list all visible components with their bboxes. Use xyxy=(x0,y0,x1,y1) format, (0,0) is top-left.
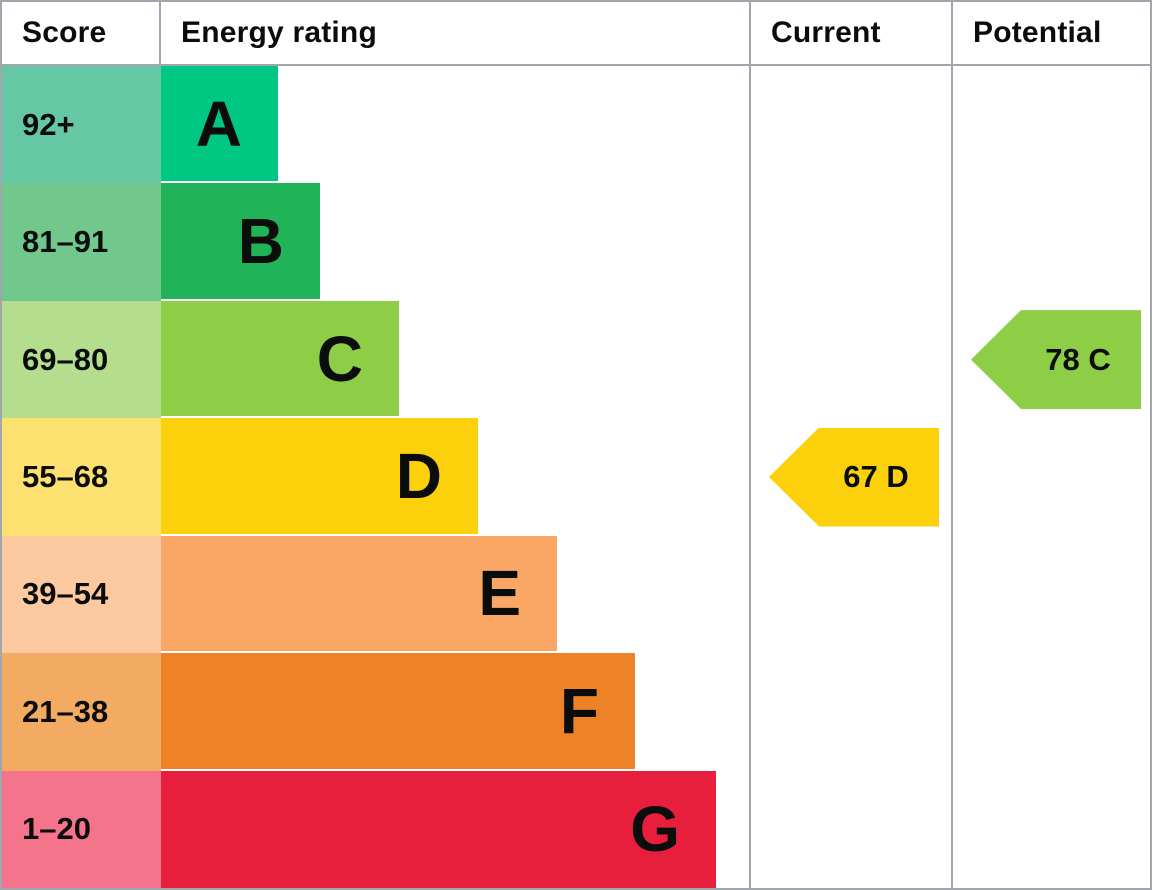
current-header-label: Current xyxy=(771,16,881,49)
potential-header-label: Potential xyxy=(973,16,1102,49)
score-range-f: 21–38 xyxy=(2,653,161,771)
band-bar-c: C xyxy=(161,300,399,417)
band-row-f: 21–38 F xyxy=(2,653,749,771)
header-row: Score Energy rating Current Potential xyxy=(2,2,1150,66)
score-column-header: Score xyxy=(2,2,161,64)
energy-bands: 92+ A 81–91 B 69–80 C 55–68 xyxy=(2,66,749,888)
chart-body: 92+ A 81–91 B 69–80 C 55–68 xyxy=(2,66,1150,888)
current-column-header: Current xyxy=(749,2,951,64)
potential-rating-label: 78 C xyxy=(1045,341,1111,377)
band-row-a: 92+ A xyxy=(2,66,749,184)
score-header-label: Score xyxy=(22,16,107,49)
band-row-c: 69–80 C xyxy=(2,300,749,419)
score-range-e: 39–54 xyxy=(2,535,161,654)
band-row-b: 81–91 B xyxy=(2,183,749,301)
band-bar-d: D xyxy=(161,418,478,534)
score-range-d: 55–68 xyxy=(2,418,161,536)
current-rating-arrow: 67 D xyxy=(769,427,939,527)
score-range-b: 81–91 xyxy=(2,183,161,301)
current-column: 67 D xyxy=(749,66,951,888)
energy-rating-header-label: Energy rating xyxy=(181,16,377,49)
band-bar-b: B xyxy=(161,183,320,299)
band-row-g: 1–20 G xyxy=(2,770,749,888)
band-bar-f: F xyxy=(161,653,635,769)
score-range-a: 92+ xyxy=(2,66,161,184)
current-rating-label: 67 D xyxy=(843,459,909,494)
band-row-d: 55–68 D xyxy=(2,418,749,536)
band-bar-g: G xyxy=(161,770,716,888)
potential-column: 78 C xyxy=(951,66,1150,888)
band-bar-a: A xyxy=(161,66,278,182)
energy-rating-column-header: Energy rating xyxy=(161,2,749,64)
score-range-c: 69–80 xyxy=(2,300,161,419)
potential-rating-arrow: 78 C xyxy=(971,310,1141,410)
band-row-e: 39–54 E xyxy=(2,535,749,654)
score-range-g: 1–20 xyxy=(2,770,161,888)
band-bar-e: E xyxy=(161,535,557,652)
potential-column-header: Potential xyxy=(951,2,1150,64)
